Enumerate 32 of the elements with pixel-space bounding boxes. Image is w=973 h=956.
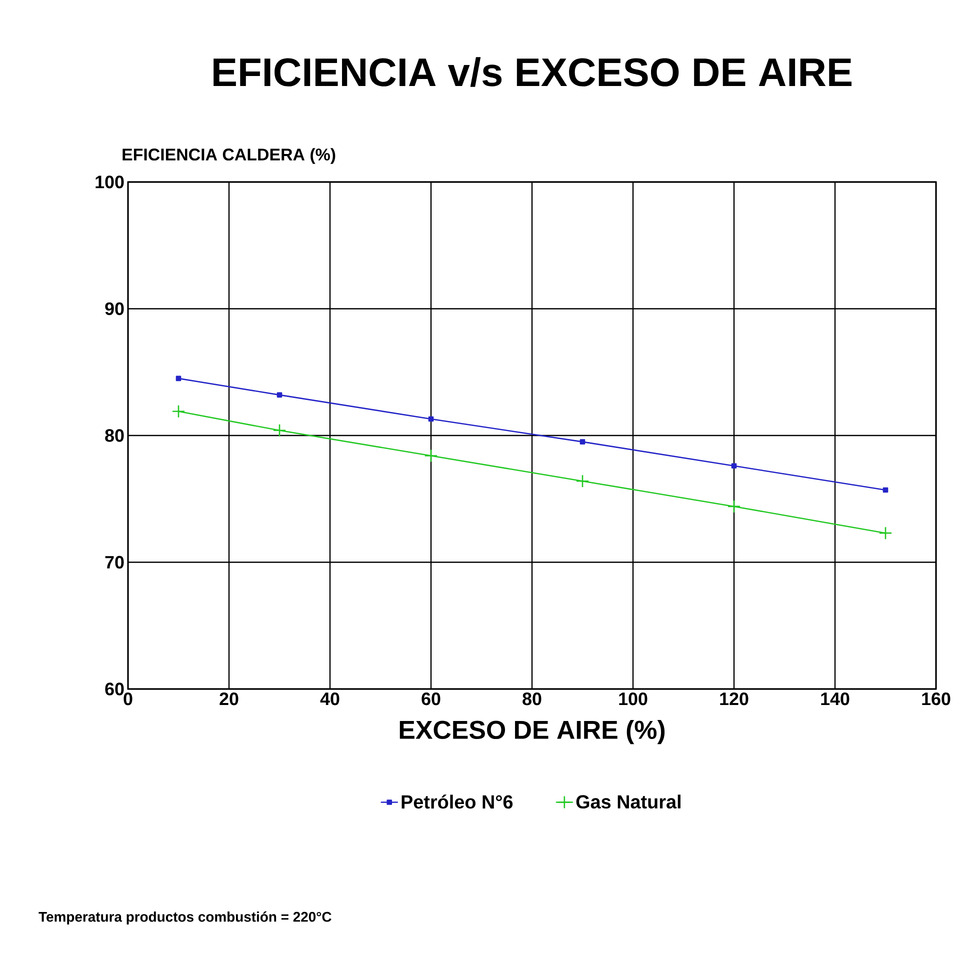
y-tick-label: 90 xyxy=(105,302,124,316)
x-tick-label: 160 xyxy=(922,692,950,706)
y-axis-title: EFICIENCIA CALDERA (%) xyxy=(122,148,336,164)
text: Temperatura productos combustión = 220°C xyxy=(38,911,332,925)
x-tick-label: 60 xyxy=(422,692,440,706)
y-tick-label: 70 xyxy=(105,556,124,569)
point xyxy=(424,449,438,462)
point xyxy=(272,424,286,438)
point xyxy=(580,439,586,444)
legend-label: Gas Natural xyxy=(576,794,680,809)
x-tick-label: 40 xyxy=(320,692,340,706)
chart-title: EFICIENCIA v/s EXCESO DE AIRE xyxy=(214,57,852,87)
x-tick-label: 0 xyxy=(124,692,132,706)
y-tick-label: 60 xyxy=(105,682,124,696)
point xyxy=(276,392,282,398)
point xyxy=(731,463,737,469)
point xyxy=(176,376,182,382)
x-tick-label: 20 xyxy=(220,692,238,706)
y-tick-label: 100 xyxy=(96,176,124,188)
x-tick-label: 120 xyxy=(720,692,748,706)
y-tick-label: 80 xyxy=(105,429,124,442)
point xyxy=(727,500,741,514)
x-tick-label: 100 xyxy=(619,692,648,706)
x-axis-title: EXCESO DE AIRE (%) xyxy=(400,720,665,744)
x-tick-label: 80 xyxy=(522,692,542,706)
x-tick-label: 140 xyxy=(821,692,850,706)
legend-label: Petróleo N°6 xyxy=(402,794,513,809)
point xyxy=(878,526,892,540)
point xyxy=(428,416,434,422)
point xyxy=(576,474,590,488)
point xyxy=(172,404,186,418)
point xyxy=(882,487,888,493)
